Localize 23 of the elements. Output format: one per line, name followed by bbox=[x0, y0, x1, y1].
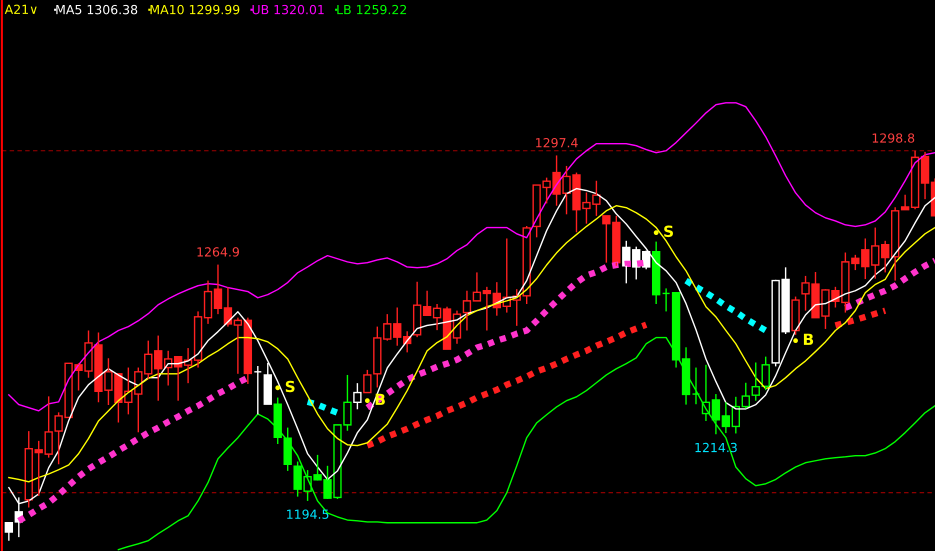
candlestick bbox=[562, 165, 571, 215]
legend-label: MA5 1306.38 bbox=[56, 4, 138, 14]
point bbox=[793, 338, 798, 344]
annotation: 1298.8 bbox=[872, 133, 914, 143]
text: S bbox=[286, 380, 295, 392]
legend-label: MA10 1299.99 bbox=[150, 4, 240, 14]
candlestick bbox=[791, 296, 800, 336]
candlestick bbox=[652, 240, 660, 305]
candlestick bbox=[323, 465, 332, 500]
point bbox=[654, 230, 659, 236]
annotation: 1194.5 bbox=[287, 509, 328, 519]
legend-label: UB 1320.01 bbox=[252, 4, 324, 14]
series-label: S bbox=[664, 226, 673, 238]
annotation: 1297.4 bbox=[536, 138, 578, 148]
text: B bbox=[804, 334, 814, 345]
chart-title: A21∨ bbox=[4, 4, 37, 14]
annotation: 1264.9 bbox=[197, 247, 239, 257]
candlestick bbox=[692, 366, 700, 405]
point bbox=[364, 398, 370, 404]
candlestick bbox=[662, 288, 670, 312]
candlestick bbox=[254, 365, 262, 416]
point bbox=[275, 385, 280, 390]
legend-label: LB 1259.22 bbox=[337, 4, 406, 14]
